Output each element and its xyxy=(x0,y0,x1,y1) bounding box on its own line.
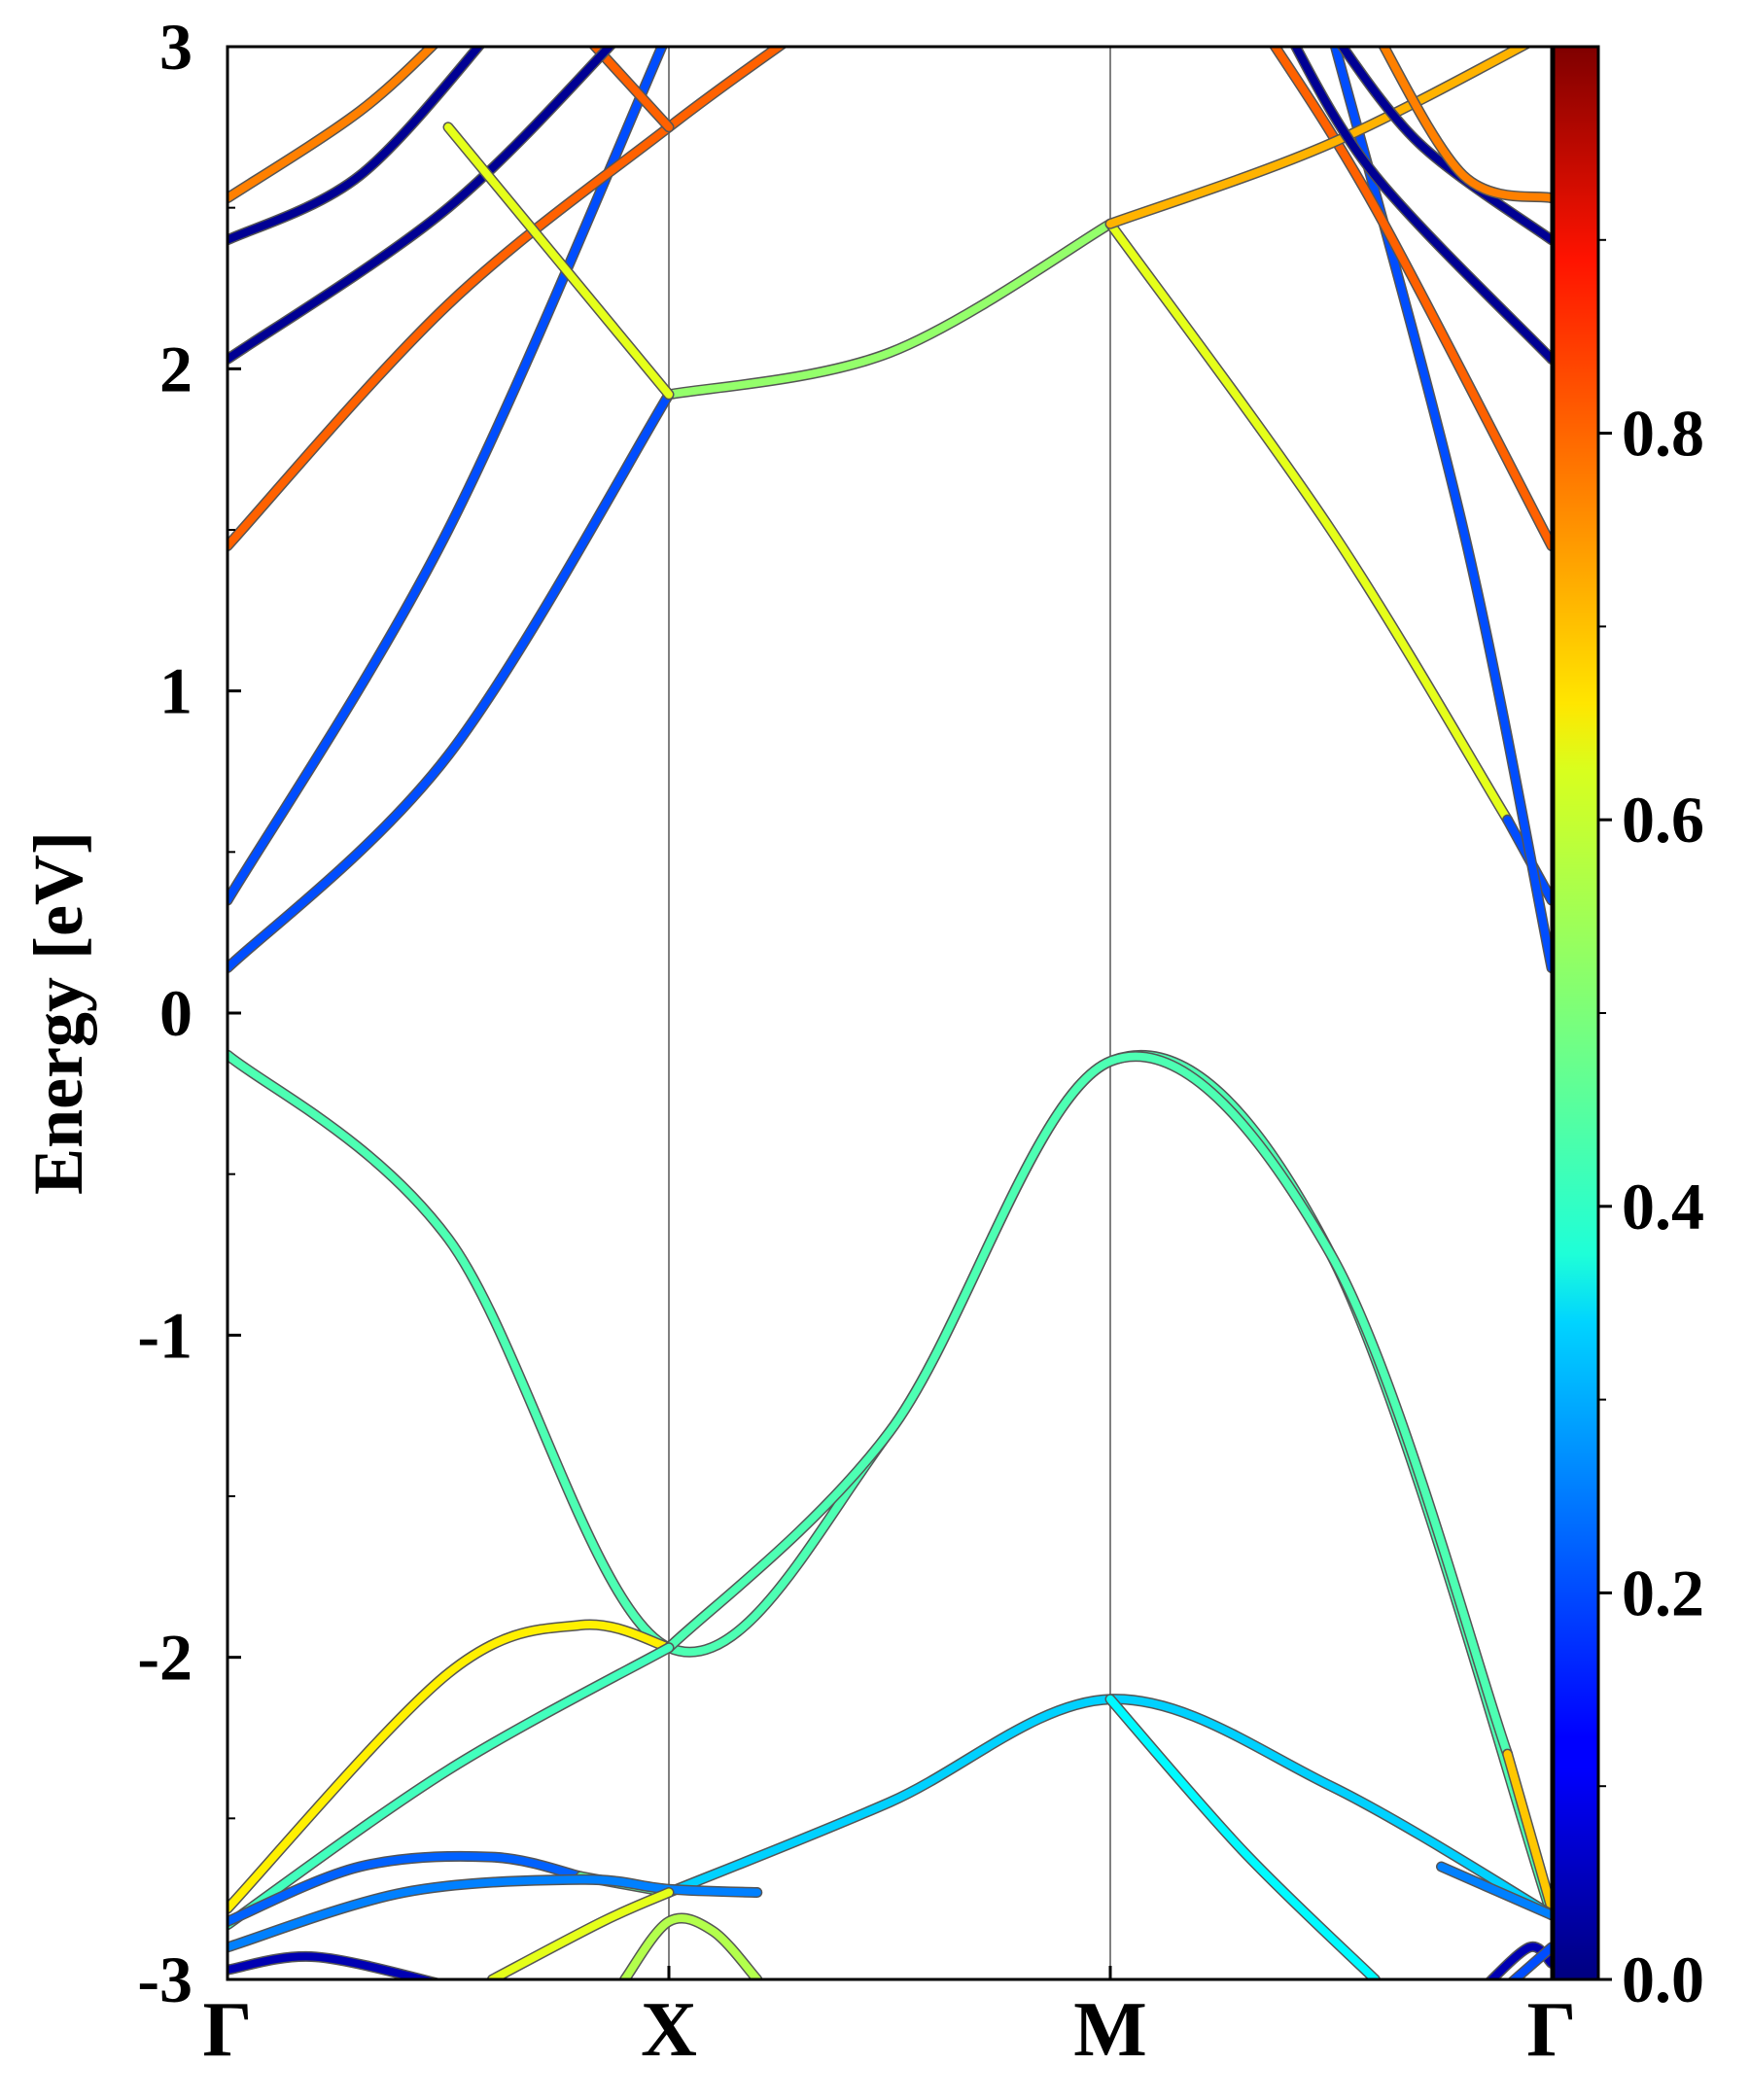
kpoint-label: Γ xyxy=(203,1987,253,2073)
band-line xyxy=(1437,1863,1552,1919)
band-line xyxy=(1338,47,1552,244)
colorbar-tick-label: 0.2 xyxy=(1622,1556,1704,1629)
band-line xyxy=(1291,47,1552,364)
band-line xyxy=(1380,47,1552,202)
colorbar-tick-label: 0.8 xyxy=(1622,397,1704,471)
band-line xyxy=(665,220,1114,399)
band-line xyxy=(1106,220,1512,824)
band-line xyxy=(228,1852,585,1926)
band-outline xyxy=(1104,218,1514,825)
kpoint-label: Γ xyxy=(1527,1987,1577,2073)
kpoint-separators xyxy=(668,47,1111,1979)
band-line xyxy=(665,1052,1512,1759)
y-tick-label: 1 xyxy=(159,654,192,728)
band-line xyxy=(1331,47,1552,972)
band-line xyxy=(1106,47,1530,228)
colorbar-tick-label: 0.0 xyxy=(1622,1942,1704,2016)
colorbar xyxy=(1552,45,1600,1981)
y-tick-label: -1 xyxy=(137,1298,192,1372)
band-line xyxy=(228,47,438,202)
band-line xyxy=(228,47,786,550)
band-line xyxy=(228,47,615,364)
y-axis-ticks: 3 2 1 0 -1 -2 -3 xyxy=(137,10,241,2016)
band-line xyxy=(1509,1942,1552,1979)
band-line xyxy=(1503,1750,1552,1913)
band-outline xyxy=(228,47,617,365)
band-line xyxy=(589,47,673,131)
band-line xyxy=(620,1914,761,1979)
band-line xyxy=(488,1888,673,1979)
y-tick-label: 3 xyxy=(159,10,192,84)
kpoint-label: X xyxy=(641,1987,697,2073)
band-outline xyxy=(663,1051,1514,1760)
band-outline xyxy=(228,47,788,552)
band-line xyxy=(228,1875,761,1951)
y-tick-label: 2 xyxy=(159,332,192,405)
band-line xyxy=(1270,47,1552,550)
y-axis-title: Energy [eV] xyxy=(19,831,97,1195)
y-tick-label: -2 xyxy=(137,1621,192,1695)
band-line xyxy=(228,1620,673,1913)
band-line xyxy=(228,47,667,904)
colorbar-tick-label: 0.4 xyxy=(1622,1170,1704,1243)
band-line xyxy=(228,390,673,972)
band-outline xyxy=(1329,47,1552,974)
band-line xyxy=(1106,1695,1380,1979)
band-outline xyxy=(663,218,1116,401)
band-line xyxy=(228,47,484,244)
colorbar-tick-label: 0.6 xyxy=(1622,783,1704,857)
band-line xyxy=(228,1952,438,1979)
kpoint-label: M xyxy=(1073,1987,1147,2073)
colorbar-ticks: 0.0 0.2 0.4 0.6 0.8 xyxy=(1598,238,1704,2016)
band-line xyxy=(444,122,673,399)
y-tick-label: -3 xyxy=(137,1942,192,2016)
band-lines xyxy=(228,47,1552,1979)
band-line xyxy=(228,1643,673,1929)
band-outline xyxy=(228,389,675,974)
band-line xyxy=(1487,1942,1552,1979)
y-tick-label: 0 xyxy=(159,976,192,1050)
